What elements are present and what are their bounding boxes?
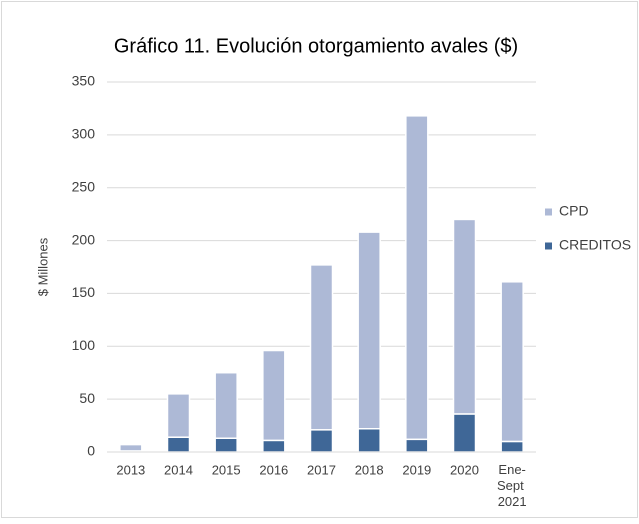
bar-segment [262, 349, 286, 442]
y-tick-label: 300 [72, 126, 96, 142]
bar-segment [452, 413, 477, 453]
y-tick-label: 350 [72, 73, 96, 89]
legend-swatch [545, 242, 552, 250]
bar-segment [500, 440, 524, 453]
x-tick-label: 2017 [307, 462, 336, 477]
y-tick-label: 0 [87, 443, 95, 459]
y-tick-label: 50 [79, 390, 95, 406]
bar-segment [262, 439, 286, 453]
x-tick-label: 2016 [259, 462, 288, 477]
chart-title: Gráfico 11. Evolución otorgamiento avale… [114, 35, 518, 57]
x-tick-label: 2018 [355, 462, 384, 477]
bar-segment [357, 231, 381, 430]
y-tick-label: 200 [72, 231, 96, 247]
x-tick-label: 2015 [212, 462, 241, 477]
bar-segment [309, 264, 334, 431]
y-axis-label: $ Millones [35, 237, 50, 296]
x-tick-label: Ene-Sept 2021 [497, 462, 527, 509]
bar-segment [452, 218, 477, 415]
legend-label: CREDITOS [559, 237, 631, 253]
bar-segment [405, 115, 429, 441]
bar-segment [166, 436, 191, 453]
x-tick-label: 2014 [164, 462, 193, 477]
x-tick-label: 2019 [402, 462, 431, 477]
bar-segment [214, 437, 238, 453]
y-tick-label: 150 [72, 284, 96, 300]
x-tick-label: 2013 [116, 462, 145, 477]
legend-swatch [545, 208, 552, 216]
bar-segment [309, 429, 334, 453]
x-tick-label: 2020 [450, 462, 479, 477]
legend-label: CPD [559, 203, 589, 219]
bar-segment [119, 443, 143, 452]
bar-segment [214, 371, 238, 440]
bar-segment [166, 393, 191, 438]
bar-segment [405, 438, 429, 453]
y-tick-label: 100 [72, 337, 96, 353]
y-tick-label: 250 [72, 178, 96, 194]
bar-segment [500, 281, 524, 443]
bar-segment [357, 427, 381, 453]
